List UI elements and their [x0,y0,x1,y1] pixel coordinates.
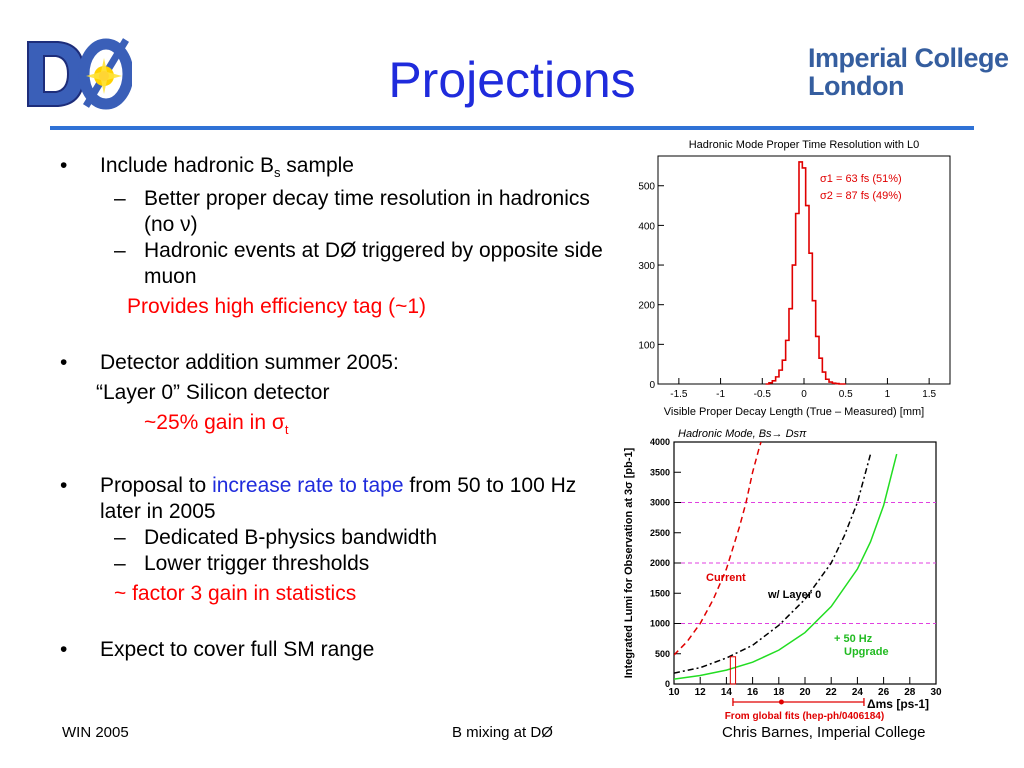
sub-bullet-item: – Better proper decay time resolution in… [52,186,612,238]
y-tick-label: 3000 [650,498,670,508]
college-name: Imperial College [808,43,1009,73]
x-tick-label: 0 [801,389,807,400]
x-tick-label: 28 [904,687,916,698]
bullet-glyph: • [60,638,68,662]
x-tick-label: -1 [716,389,725,400]
bullet-glyph: • [60,351,68,375]
y-tick-label: 2500 [650,528,670,538]
x-tick-label: 14 [721,687,733,698]
bullet-text: from 50 to 100 Hz later in 2005 [100,474,577,524]
bullet-text: Expect to cover full SM range [100,638,375,662]
series-label: Current [706,572,746,584]
x-tick-label: 10 [668,687,680,698]
fit-annotation: σ2 = 87 fs (49%) [820,190,902,202]
y-tick-label: 0 [649,380,655,391]
bullet-item: • Detector addition summer 2005: [52,350,612,376]
dash-glyph: – [114,552,126,576]
x-tick-label: -0.5 [754,389,772,400]
y-tick-label: 3500 [650,467,670,477]
bullet-subscript: s [273,165,281,181]
y-tick-label: 2000 [650,558,670,568]
range-label: From global fits (hep-ph/0406184) [725,711,884,722]
bullet-text: Include hadronic B [100,154,274,177]
x-tick-label: 12 [695,687,707,698]
series-label: w/ Layer 0 [767,589,821,601]
dash-glyph: – [114,526,126,550]
bullet-text: Detector addition summer 2005: [100,351,399,375]
x-tick-label: 26 [878,687,890,698]
bullet-text: sample [280,154,354,177]
dash-glyph: – [114,239,126,263]
y-tick-label: 200 [638,301,655,312]
college-city: London [808,71,904,101]
indented-text: “Layer 0” Silicon detector [96,381,330,405]
x-tick-label: 20 [799,687,811,698]
y-tick-label: 1000 [650,619,670,629]
x-tick-label: 16 [747,687,759,698]
footer-right: Chris Barnes, Imperial College [722,724,926,741]
plot-frame [673,441,937,685]
x-tick-label: 30 [930,687,942,698]
bullet-item: • Include hadronic Bs sample [52,153,612,186]
x-tick-label: 0.5 [839,389,853,400]
chart-title: Hadronic Mode Proper Time Resolution wit… [689,139,920,151]
hatch-marker [729,656,737,685]
bullet-text: Proposal to [100,474,213,498]
lumi-projection-chart: Hadronic Mode, Bs→ Dsπ 0 500 1000 1500 2000 25… [623,428,942,722]
highlight-note: ~ factor 3 gain in statistics [114,582,357,606]
bullet-item: • Expect to cover full SM range [52,637,612,663]
y-tick-label: 300 [638,261,655,272]
sub-bullet-text: Hadronic events at DØ triggered by oppos… [144,239,603,289]
y-tick-label: 500 [655,649,670,659]
highlight-note: ~25% gain in σt [52,410,612,443]
plot-frame [657,155,951,385]
y-axis-label: Integrated Lumi for Observation at 3σ [p… [623,447,635,678]
note-subscript: t [284,422,289,438]
sub-bullet-text: Lower trigger thresholds [144,552,370,576]
x-tick-label: 24 [852,687,864,698]
y-tick-label: 500 [638,182,655,193]
chart-title: Hadronic Mode, Bs→ Dsπ [678,428,807,440]
note-text: ~25% gain in σ [144,411,285,435]
series-upgrade-line [674,453,898,680]
resolution-histogram: Hadronic Mode Proper Time Resolution wit… [638,139,951,418]
footer-left: WIN 2005 [62,724,129,741]
y-tick-label: 1500 [650,588,670,598]
sub-bullet-item: – Dedicated B-physics bandwidth [52,525,612,551]
footer-center: B mixing at DØ [452,724,553,741]
bullet-item: • Proposal to increase rate to tape from… [52,473,612,525]
page-title: Projections [388,52,636,108]
x-axis-label: Δms [ps-1] [867,697,929,711]
x-tick-label: 1.5 [922,389,936,400]
fit-annotation: σ1 = 63 fs (51%) [820,173,902,185]
series-current-line [674,442,762,656]
x-axis-label: Visible Proper Decay Length (True – Meas… [664,406,924,418]
sub-bullet-item: – Lower trigger thresholds [52,551,612,577]
sub-bullet-text: Dedicated B-physics bandwidth [144,526,437,550]
y-tick-label: 4000 [650,437,670,447]
x-tick-label: 18 [773,687,785,698]
title-divider [50,126,974,130]
histogram-line [765,161,846,385]
d0-logo [22,34,132,114]
y-tick-label: 0 [665,679,670,689]
highlight-text: increase rate to tape [212,474,404,498]
series-label: Upgrade [844,646,889,658]
y-tick-label: 400 [638,221,655,232]
x-tick-label: -1.5 [670,389,688,400]
sub-bullet-item: – Hadronic events at DØ triggered by opp… [52,238,612,290]
highlight-note: Provides high efficiency tag (~1) [127,295,427,319]
sub-bullet-text: Better proper decay time resolution in h… [144,187,590,237]
series-label: + 50 Hz [834,633,873,645]
imperial-college-logo: Imperial College London [808,44,1009,100]
bullet-glyph: • [60,154,68,177]
series-layer0-line [674,453,872,674]
dash-glyph: – [114,187,126,211]
range-center-point [778,699,784,705]
x-tick-label: 22 [826,687,838,698]
bullet-list: • Include hadronic Bs sample – Better pr… [52,153,612,663]
bullet-glyph: • [60,474,68,498]
y-tick-label: 100 [638,340,655,351]
x-tick-label: 1 [885,389,891,400]
